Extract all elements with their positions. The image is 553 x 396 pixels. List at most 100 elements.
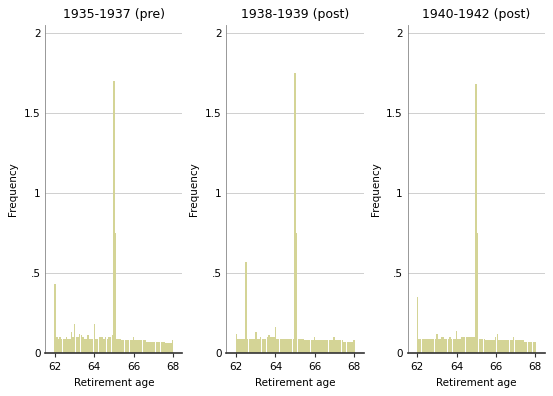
Bar [169, 343, 170, 353]
Bar [286, 339, 288, 353]
Bar [447, 339, 449, 353]
X-axis label: Retirement age: Retirement age [74, 378, 154, 388]
Bar [291, 339, 293, 353]
Bar [483, 339, 485, 353]
Bar [307, 340, 309, 353]
Bar [162, 342, 164, 353]
Bar [469, 337, 470, 353]
Bar [244, 339, 245, 353]
Bar [445, 339, 446, 353]
Bar [451, 339, 452, 353]
Bar [123, 340, 124, 353]
Bar [143, 340, 144, 353]
Bar [492, 340, 493, 353]
Bar [452, 339, 454, 353]
Bar [293, 339, 294, 353]
Bar [441, 337, 442, 353]
Bar [461, 337, 462, 353]
Bar [126, 340, 128, 353]
Bar [129, 340, 131, 353]
Bar [328, 340, 330, 353]
Bar [529, 342, 531, 353]
Bar [314, 337, 315, 353]
Title: 1935-1937 (pre): 1935-1937 (pre) [63, 8, 165, 21]
Bar [79, 334, 80, 353]
Bar [167, 343, 169, 353]
Bar [263, 339, 265, 353]
Bar [294, 73, 296, 353]
Bar [519, 340, 521, 353]
Bar [276, 339, 278, 353]
Bar [350, 342, 351, 353]
Bar [270, 337, 272, 353]
Bar [449, 337, 451, 353]
Bar [74, 324, 76, 353]
Bar [466, 337, 467, 353]
Bar [474, 337, 475, 353]
Bar [76, 337, 77, 353]
Bar [342, 340, 343, 353]
Bar [421, 339, 423, 353]
Bar [103, 339, 105, 353]
Bar [526, 342, 528, 353]
Bar [309, 340, 310, 353]
Bar [534, 342, 536, 353]
Bar [524, 342, 526, 353]
Bar [485, 340, 487, 353]
Bar [343, 342, 345, 353]
Bar [69, 339, 71, 353]
Bar [512, 340, 513, 353]
Bar [98, 337, 100, 353]
Bar [86, 339, 87, 353]
Bar [84, 339, 85, 353]
Bar [87, 335, 88, 353]
Bar [296, 233, 298, 353]
Bar [332, 340, 333, 353]
Bar [159, 342, 160, 353]
Bar [498, 340, 500, 353]
Bar [351, 342, 353, 353]
Bar [288, 339, 289, 353]
Bar [311, 340, 312, 353]
Bar [90, 339, 92, 353]
Bar [124, 340, 126, 353]
Bar [67, 339, 69, 353]
Bar [157, 342, 159, 353]
Bar [253, 339, 255, 353]
Bar [497, 334, 498, 353]
Bar [348, 342, 349, 353]
Bar [81, 335, 82, 353]
Bar [59, 337, 61, 353]
Y-axis label: Frequency: Frequency [8, 162, 18, 216]
Bar [151, 342, 152, 353]
Bar [335, 340, 337, 353]
Bar [327, 340, 328, 353]
Bar [241, 339, 242, 353]
Bar [330, 340, 332, 353]
Bar [148, 342, 149, 353]
Bar [304, 340, 306, 353]
Bar [153, 342, 154, 353]
Bar [324, 340, 325, 353]
Bar [165, 343, 167, 353]
Bar [170, 343, 172, 353]
Bar [72, 337, 74, 353]
Bar [306, 340, 307, 353]
Bar [82, 337, 84, 353]
Bar [149, 342, 150, 353]
Bar [62, 339, 64, 353]
Bar [93, 324, 95, 353]
Bar [252, 339, 253, 353]
Bar [242, 339, 243, 353]
Bar [425, 339, 426, 353]
Bar [337, 340, 338, 353]
Bar [260, 337, 262, 353]
Bar [523, 340, 524, 353]
Bar [275, 327, 276, 353]
Bar [107, 339, 108, 353]
Bar [319, 340, 320, 353]
Bar [154, 342, 155, 353]
Bar [133, 337, 134, 353]
Bar [456, 331, 457, 353]
Bar [338, 340, 340, 353]
